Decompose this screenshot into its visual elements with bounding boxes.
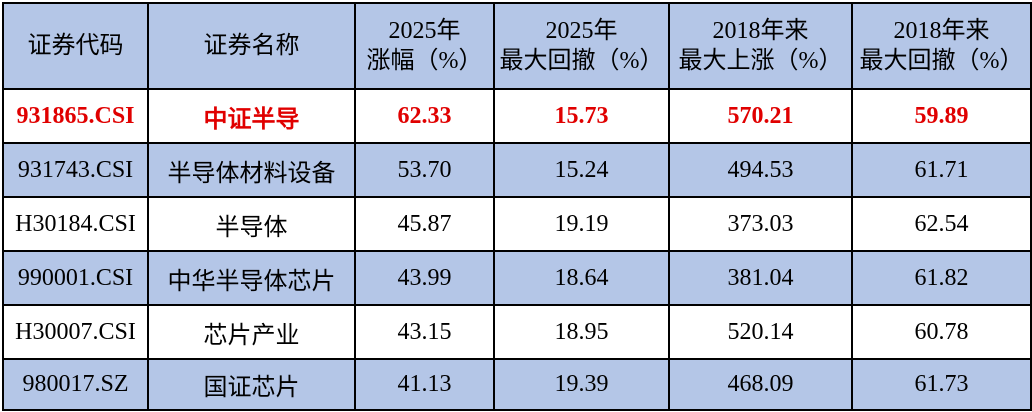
cell-code: 931743.CSI — [2, 142, 149, 198]
cell-drawdown-since-2018: 60.78 — [851, 304, 1032, 360]
cell-rise-since-2018: 468.09 — [668, 358, 853, 411]
cell-drawdown-2025: 18.64 — [493, 250, 670, 306]
cell-drawdown-since-2018: 62.54 — [851, 196, 1032, 252]
table-row: 931865.CSI 中证半导 62.33 15.73 570.21 59.89 — [2, 88, 1032, 144]
cell-gain-2025: 62.33 — [354, 88, 495, 144]
header-label: 2018年来 — [893, 18, 990, 44]
cell-code: H30007.CSI — [2, 304, 149, 360]
cell-gain-2025: 43.15 — [354, 304, 495, 360]
cell-code: 931865.CSI — [2, 88, 149, 144]
cell-gain-2025: 41.13 — [354, 358, 495, 411]
column-header-name: 证券名称 — [147, 2, 356, 90]
cell-drawdown-2025: 19.19 — [493, 196, 670, 252]
table-row: 980017.SZ 国证芯片 41.13 19.39 468.09 61.73 — [2, 358, 1032, 411]
header-label: 证券代码 — [27, 33, 124, 59]
header-label: 2025年 — [545, 18, 618, 44]
cell-drawdown-since-2018: 59.89 — [851, 88, 1032, 144]
cell-gain-2025: 53.70 — [354, 142, 495, 198]
cell-rise-since-2018: 494.53 — [668, 142, 853, 198]
column-header-gain-2025: 2025年 涨幅（%） — [354, 2, 495, 90]
cell-gain-2025: 43.99 — [354, 250, 495, 306]
cell-code: H30184.CSI — [2, 196, 149, 252]
cell-drawdown-2025: 15.73 — [493, 88, 670, 144]
cell-drawdown-since-2018: 61.73 — [851, 358, 1032, 411]
header-label: 证券名称 — [203, 33, 300, 59]
cell-drawdown-2025: 19.39 — [493, 358, 670, 411]
column-header-drawdown-2025: 2025年 最大回撤（%） — [493, 2, 670, 90]
column-header-rise-since-2018: 2018年来 最大上涨（%） — [668, 2, 853, 90]
cell-name: 芯片产业 — [147, 304, 356, 360]
table-row: H30184.CSI 半导体 45.87 19.19 373.03 62.54 — [2, 196, 1032, 252]
table-row: 990001.CSI 中华半导体芯片 43.99 18.64 381.04 61… — [2, 250, 1032, 306]
cell-rise-since-2018: 381.04 — [668, 250, 853, 306]
header-label: 2018年来 — [712, 18, 809, 44]
cell-drawdown-2025: 18.95 — [493, 304, 670, 360]
cell-drawdown-2025: 15.24 — [493, 142, 670, 198]
table-row: 931743.CSI 半导体材料设备 53.70 15.24 494.53 61… — [2, 142, 1032, 198]
table-body: 931865.CSI 中证半导 62.33 15.73 570.21 59.89… — [2, 88, 1032, 411]
cell-rise-since-2018: 570.21 — [668, 88, 853, 144]
cell-gain-2025: 45.87 — [354, 196, 495, 252]
cell-code: 990001.CSI — [2, 250, 149, 306]
cell-drawdown-since-2018: 61.82 — [851, 250, 1032, 306]
table-header: 证券代码 证券名称 2025年 涨幅（%） 2025年 最大回撤（%） 2018… — [2, 2, 1032, 90]
cell-name: 半导体材料设备 — [147, 142, 356, 198]
cell-code: 980017.SZ — [2, 358, 149, 411]
header-row: 证券代码 证券名称 2025年 涨幅（%） 2025年 最大回撤（%） 2018… — [2, 2, 1032, 90]
cell-rise-since-2018: 520.14 — [668, 304, 853, 360]
cell-name: 中华半导体芯片 — [147, 250, 356, 306]
cell-name: 中证半导 — [147, 88, 356, 144]
table-row: H30007.CSI 芯片产业 43.15 18.95 520.14 60.78 — [2, 304, 1032, 360]
cell-name: 半导体 — [147, 196, 356, 252]
header-label: 2025年 — [388, 18, 461, 44]
column-header-drawdown-since-2018: 2018年来 最大回撤（%） — [851, 2, 1032, 90]
column-header-code: 证券代码 — [2, 2, 149, 90]
cell-drawdown-since-2018: 61.71 — [851, 142, 1032, 198]
cell-rise-since-2018: 373.03 — [668, 196, 853, 252]
cell-name: 国证芯片 — [147, 358, 356, 411]
